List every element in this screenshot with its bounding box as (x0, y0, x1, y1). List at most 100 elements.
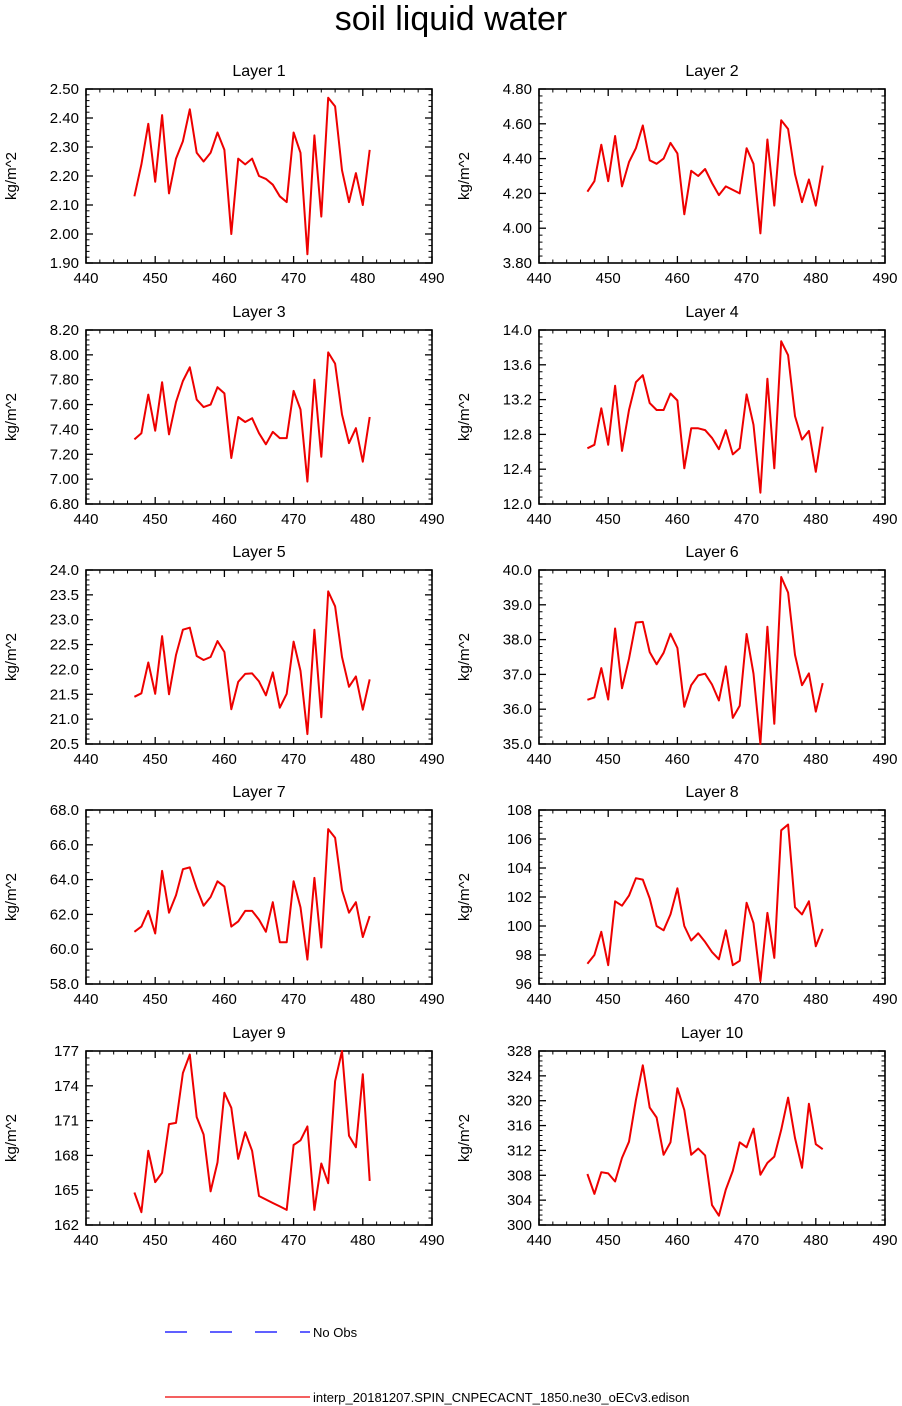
y-tick-label: 37.0 (503, 666, 532, 683)
y-tick-label: 171 (54, 1113, 79, 1130)
y-tick-label: 12.4 (503, 461, 532, 478)
y-axis-label: kg/m^2 (456, 1114, 473, 1162)
y-tick-label: 320 (507, 1093, 532, 1110)
plot-frame (538, 569, 886, 745)
chart-panel: Layer 7 kg/m^2 440 450 460 470 480 490 58.0 60.0 6… (3, 784, 445, 1008)
y-axis-label: kg/m^2 (3, 633, 20, 681)
panel-title: Layer 7 (232, 784, 285, 801)
panel-title: Layer 3 (232, 304, 285, 321)
y-tick-label: 12.8 (503, 426, 532, 443)
y-axis-label: kg/m^2 (456, 393, 473, 441)
x-tick-label: 440 (73, 1232, 98, 1249)
y-tick-label: 165 (54, 1182, 79, 1199)
legend: No Obs interp_20181207.SPIN_CNPECACNT_18… (165, 1325, 690, 1405)
plot-frame (85, 569, 433, 745)
y-tick-label: 328 (507, 1043, 532, 1060)
y-tick-label: 2.40 (50, 110, 79, 127)
x-tick-label: 440 (73, 270, 98, 287)
x-tick-label: 440 (526, 1232, 551, 1249)
y-tick-label: 162 (54, 1217, 79, 1234)
series-line (133, 1050, 371, 1214)
series-line (133, 828, 371, 961)
x-tick-label: 450 (143, 511, 168, 528)
chart-panel: Layer 5 kg/m^2 440 450 460 470 480 490 20.5 21.0 2… (3, 544, 445, 768)
plot-frame (538, 329, 886, 505)
y-tick-label: 2.00 (50, 226, 79, 243)
y-tick-label: 98 (515, 947, 532, 964)
y-tick-label: 22.0 (50, 661, 79, 678)
y-tick-label: 316 (507, 1118, 532, 1135)
x-tick-label: 480 (803, 991, 828, 1008)
panel-title: Layer 6 (685, 544, 738, 561)
x-tick-label: 460 (212, 511, 237, 528)
y-tick-label: 60.0 (50, 941, 79, 958)
x-tick-label: 470 (734, 751, 759, 768)
chart-panel: Layer 6 kg/m^2 440 450 460 470 480 490 35.0 36.0 3… (456, 544, 898, 768)
y-tick-label: 1.90 (50, 255, 79, 272)
x-tick-label: 480 (350, 751, 375, 768)
series-line (587, 576, 824, 745)
x-tick-label: 480 (803, 511, 828, 528)
y-tick-label: 300 (507, 1217, 532, 1234)
x-tick-label: 480 (350, 991, 375, 1008)
y-tick-label: 2.30 (50, 139, 79, 156)
chart-panel: Layer 2 kg/m^2 440 450 460 470 480 490 3.80 4.00 4… (456, 63, 898, 287)
y-axis-label: kg/m^2 (456, 633, 473, 681)
legend-obs-label: No Obs (313, 1325, 358, 1340)
y-tick-label: 312 (507, 1142, 532, 1159)
y-tick-label: 308 (507, 1167, 532, 1184)
y-tick-label: 66.0 (50, 837, 79, 854)
plot-frame (85, 1050, 433, 1226)
x-tick-label: 470 (281, 270, 306, 287)
x-tick-label: 450 (596, 991, 621, 1008)
y-tick-label: 20.5 (50, 736, 79, 753)
y-tick-label: 14.0 (503, 322, 532, 339)
panel-title: Layer 5 (232, 544, 285, 561)
panels: Layer 1 kg/m^2 440 450 460 470 480 490 1.90 2.00 2… (3, 63, 898, 1249)
y-axis-label: kg/m^2 (3, 152, 20, 200)
x-tick-label: 470 (734, 270, 759, 287)
panel-title: Layer 1 (232, 63, 285, 80)
y-axis-label: kg/m^2 (456, 152, 473, 200)
y-tick-label: 4.60 (503, 116, 532, 133)
chart-panel: Layer 4 kg/m^2 440 450 460 470 480 490 12.0 12.4 1… (456, 304, 898, 528)
x-tick-label: 470 (281, 991, 306, 1008)
x-tick-label: 470 (281, 751, 306, 768)
y-tick-label: 39.0 (503, 597, 532, 614)
x-tick-label: 470 (734, 511, 759, 528)
x-tick-label: 470 (734, 1232, 759, 1249)
x-tick-label: 470 (734, 991, 759, 1008)
x-tick-label: 440 (73, 511, 98, 528)
chart-panel: Layer 9 kg/m^2 440 450 460 470 480 490 162 165 168… (3, 1025, 445, 1249)
chart-panel: Layer 8 kg/m^2 440 450 460 470 480 490 96 98 100 10… (456, 784, 898, 1008)
y-tick-label: 2.10 (50, 197, 79, 214)
x-tick-label: 490 (419, 1232, 444, 1249)
y-tick-label: 13.2 (503, 392, 532, 409)
x-tick-label: 480 (350, 1232, 375, 1249)
series-line (133, 351, 371, 483)
x-tick-label: 490 (872, 1232, 897, 1249)
y-tick-label: 36.0 (503, 701, 532, 718)
x-tick-label: 490 (872, 751, 897, 768)
x-tick-label: 480 (803, 751, 828, 768)
y-tick-label: 2.50 (50, 81, 79, 98)
x-tick-label: 470 (281, 511, 306, 528)
y-tick-label: 4.00 (503, 220, 532, 237)
y-tick-label: 38.0 (503, 632, 532, 649)
y-tick-label: 100 (507, 918, 532, 935)
x-tick-label: 450 (596, 1232, 621, 1249)
x-tick-label: 450 (596, 511, 621, 528)
y-tick-label: 324 (507, 1068, 532, 1085)
y-tick-label: 23.5 (50, 587, 79, 604)
series-line (586, 340, 824, 494)
x-tick-label: 440 (526, 511, 551, 528)
y-tick-label: 58.0 (50, 976, 79, 993)
panel-title: Layer 2 (685, 63, 738, 80)
y-tick-label: 62.0 (50, 906, 79, 923)
panel-title: Layer 4 (685, 304, 738, 321)
y-tick-label: 177 (54, 1043, 79, 1060)
series-line (586, 823, 824, 983)
figure-title: soil liquid water (335, 0, 567, 38)
y-tick-label: 174 (54, 1078, 79, 1095)
